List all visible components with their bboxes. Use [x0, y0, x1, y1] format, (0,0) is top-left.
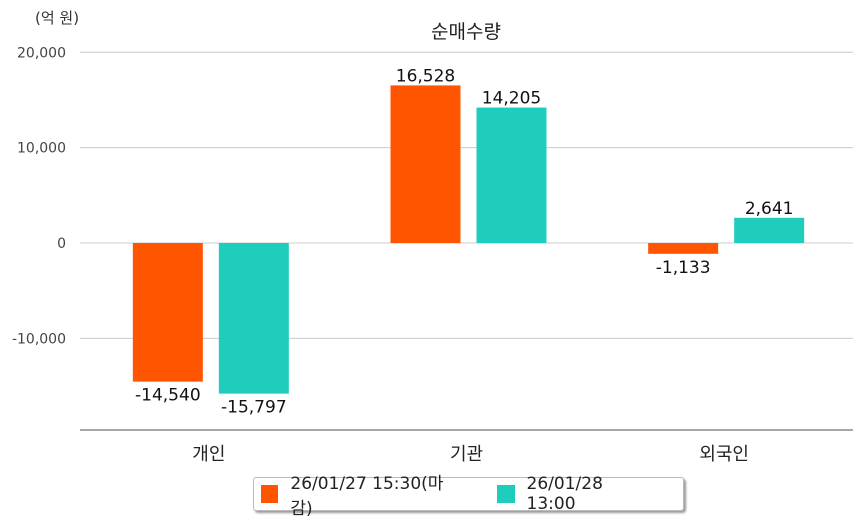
- data-label: -15,797: [221, 398, 287, 418]
- data-label: -1,133: [656, 258, 711, 278]
- bar: [132, 243, 203, 382]
- data-label: 16,528: [396, 66, 455, 86]
- y-tick-label: 20,000: [17, 45, 66, 61]
- unit-label: (억 원): [35, 9, 79, 27]
- bar: [476, 107, 547, 243]
- legend-label: 26/01/27 15:30(마감): [290, 474, 444, 519]
- y-tick-label: 10,000: [17, 141, 66, 157]
- data-label: 14,205: [482, 89, 541, 109]
- bar: [218, 243, 289, 394]
- y-tick-label: -10,000: [12, 331, 66, 347]
- legend-swatch: [261, 485, 279, 503]
- chart-title: 순매수량: [431, 21, 501, 43]
- legend-label: 26/01/28 13:00: [526, 474, 603, 514]
- y-tick-label: 0: [57, 236, 66, 252]
- legend-item-2[interactable]: 26/01/28 13:00: [490, 474, 653, 514]
- x-tick-label: 외국인: [699, 444, 749, 465]
- legend-swatch: [497, 485, 515, 503]
- data-label: 2,641: [745, 199, 794, 219]
- data-label: -14,540: [135, 386, 201, 406]
- x-tick-label: 개인: [192, 444, 225, 465]
- bar: [734, 217, 805, 243]
- legend-item-1[interactable]: 26/01/27 15:30(마감): [254, 469, 460, 519]
- legend: 26/01/27 15:30(마감) 26/01/28 13:00: [253, 474, 684, 519]
- bar: [390, 85, 461, 243]
- bar: [648, 243, 719, 254]
- x-tick-label: 기관: [450, 444, 483, 465]
